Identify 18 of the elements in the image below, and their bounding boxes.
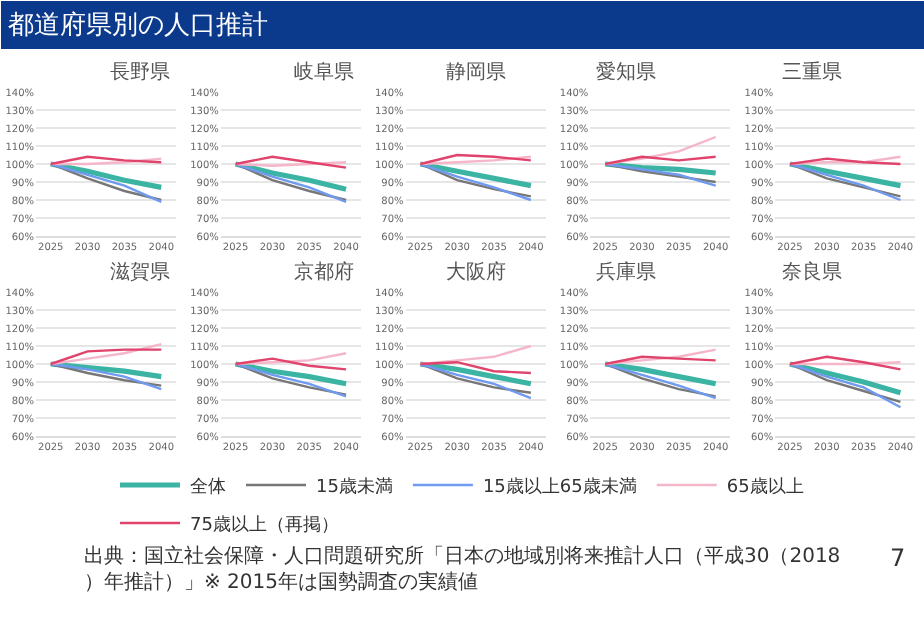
legend-label: 75歳以上（再掲） xyxy=(190,514,339,537)
chart-title: 三重県 xyxy=(782,60,842,84)
legend-label: 15歳以上65歳未満 xyxy=(482,476,637,499)
chart-title: 岐阜県 xyxy=(294,60,354,84)
chart-title: 奈良県 xyxy=(782,260,842,284)
source-note: 出典：国立社会保障・人口問題研究所「日本の地域別将来推計人口（平成30（2018）年推計）」※ 2015年は国勢調査の実績値 xyxy=(84,544,841,594)
chart-title: 大阪府 xyxy=(446,260,506,284)
chart-title: 兵庫県 xyxy=(596,260,656,284)
text: 7 xyxy=(890,544,906,572)
chart-title: 長野県 xyxy=(110,62,170,84)
text: 都道府県別の人口推計 xyxy=(8,9,268,41)
chart-title: 愛知県 xyxy=(596,60,656,84)
chart-title: 京都府 xyxy=(294,260,354,284)
chart-title: 静岡県 xyxy=(446,60,506,84)
legend-label: 15歳未満 xyxy=(316,476,393,499)
legend-label: 65歳以上 xyxy=(726,476,804,499)
chart-title: 滋賀県 xyxy=(110,260,170,284)
legend-label: 全体 xyxy=(190,476,226,499)
